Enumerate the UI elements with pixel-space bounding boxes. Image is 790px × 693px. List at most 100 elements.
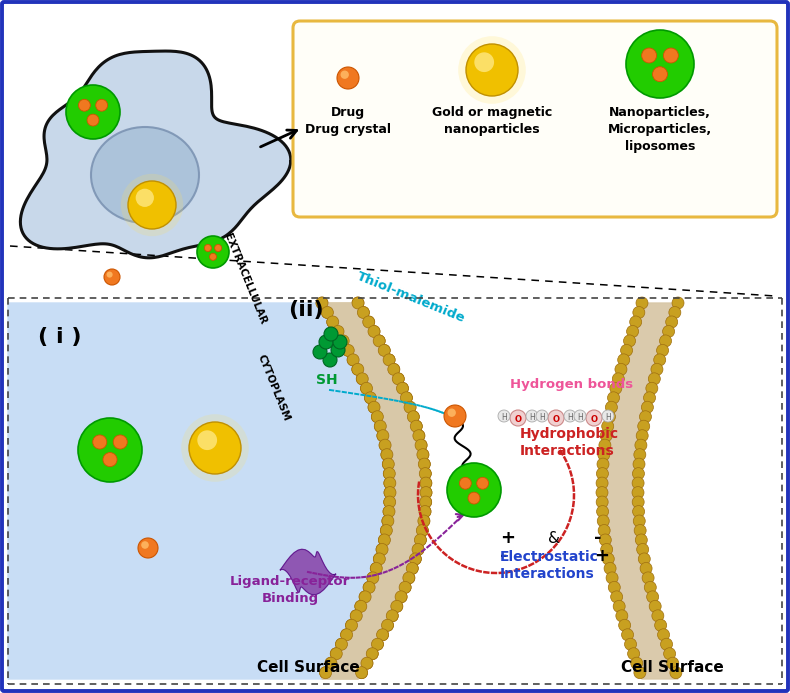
Circle shape — [395, 591, 407, 603]
Text: O: O — [514, 414, 521, 423]
Circle shape — [630, 316, 641, 328]
Circle shape — [635, 534, 647, 546]
Circle shape — [415, 439, 427, 451]
Circle shape — [383, 354, 395, 366]
Circle shape — [352, 363, 364, 376]
Circle shape — [377, 629, 389, 641]
Circle shape — [393, 373, 404, 385]
Circle shape — [406, 563, 418, 574]
Circle shape — [410, 420, 423, 432]
Circle shape — [386, 610, 398, 622]
Circle shape — [337, 335, 349, 347]
Circle shape — [401, 392, 412, 404]
Circle shape — [78, 418, 142, 482]
Circle shape — [330, 648, 342, 660]
Text: H: H — [501, 412, 507, 421]
Circle shape — [381, 448, 393, 461]
Circle shape — [350, 610, 363, 622]
Circle shape — [634, 667, 646, 678]
Circle shape — [641, 401, 653, 413]
Circle shape — [596, 496, 608, 508]
Circle shape — [548, 410, 564, 426]
Circle shape — [623, 335, 635, 347]
Circle shape — [340, 629, 352, 641]
Text: +: + — [500, 529, 515, 547]
Text: Cell Surface: Cell Surface — [257, 660, 359, 675]
Circle shape — [600, 543, 613, 556]
Circle shape — [420, 486, 432, 498]
Text: Hydrophobic
Interactions: Hydrophobic Interactions — [520, 427, 619, 458]
Circle shape — [368, 401, 380, 413]
Circle shape — [384, 486, 396, 498]
Text: H: H — [577, 412, 583, 421]
Circle shape — [404, 401, 416, 413]
Circle shape — [320, 667, 332, 678]
Circle shape — [363, 581, 375, 593]
Circle shape — [316, 297, 328, 309]
Circle shape — [420, 486, 432, 498]
Circle shape — [596, 505, 608, 518]
Circle shape — [644, 392, 656, 404]
Circle shape — [618, 354, 630, 366]
Circle shape — [352, 297, 364, 309]
Circle shape — [350, 610, 363, 622]
Circle shape — [367, 572, 379, 584]
Text: Nanoparticles,
Microparticles,
liposomes: Nanoparticles, Microparticles, liposomes — [608, 106, 712, 153]
Circle shape — [574, 410, 586, 422]
Circle shape — [596, 477, 608, 489]
Circle shape — [458, 36, 526, 104]
Circle shape — [181, 414, 249, 482]
Circle shape — [368, 326, 380, 337]
Text: SH: SH — [316, 373, 337, 387]
Circle shape — [615, 363, 627, 376]
Circle shape — [630, 657, 643, 669]
Circle shape — [388, 363, 400, 376]
Circle shape — [419, 496, 431, 508]
Circle shape — [360, 383, 372, 394]
Circle shape — [380, 525, 393, 536]
Circle shape — [322, 306, 333, 319]
Circle shape — [633, 306, 645, 319]
Circle shape — [371, 563, 382, 574]
Circle shape — [355, 600, 367, 613]
Circle shape — [379, 439, 391, 451]
Circle shape — [383, 468, 395, 480]
Circle shape — [345, 620, 358, 631]
Circle shape — [605, 401, 618, 413]
Circle shape — [347, 354, 359, 366]
Circle shape — [384, 496, 396, 508]
Text: Hydrogen bonds: Hydrogen bonds — [510, 378, 633, 391]
Circle shape — [526, 410, 538, 422]
Circle shape — [634, 525, 646, 536]
Polygon shape — [322, 303, 426, 679]
Circle shape — [92, 435, 107, 449]
Circle shape — [121, 174, 183, 236]
Circle shape — [363, 316, 374, 328]
Circle shape — [418, 515, 430, 527]
Circle shape — [215, 245, 222, 252]
Circle shape — [622, 629, 634, 641]
Circle shape — [408, 411, 419, 423]
Circle shape — [638, 420, 649, 432]
Text: H: H — [539, 412, 545, 421]
Circle shape — [336, 638, 348, 650]
Circle shape — [340, 629, 352, 641]
Circle shape — [371, 563, 382, 574]
Circle shape — [364, 392, 376, 404]
Circle shape — [638, 553, 650, 565]
Circle shape — [333, 335, 347, 349]
Circle shape — [337, 335, 349, 347]
Circle shape — [382, 620, 393, 631]
Circle shape — [596, 486, 608, 498]
Circle shape — [342, 344, 354, 356]
Circle shape — [663, 326, 675, 337]
Circle shape — [406, 563, 418, 574]
Text: Ligand-receptor
Binding: Ligand-receptor Binding — [230, 575, 350, 605]
Circle shape — [87, 114, 99, 126]
Circle shape — [367, 572, 379, 584]
Circle shape — [632, 496, 644, 508]
Circle shape — [636, 297, 648, 309]
Circle shape — [373, 335, 386, 347]
Circle shape — [611, 591, 623, 603]
Circle shape — [383, 468, 395, 480]
